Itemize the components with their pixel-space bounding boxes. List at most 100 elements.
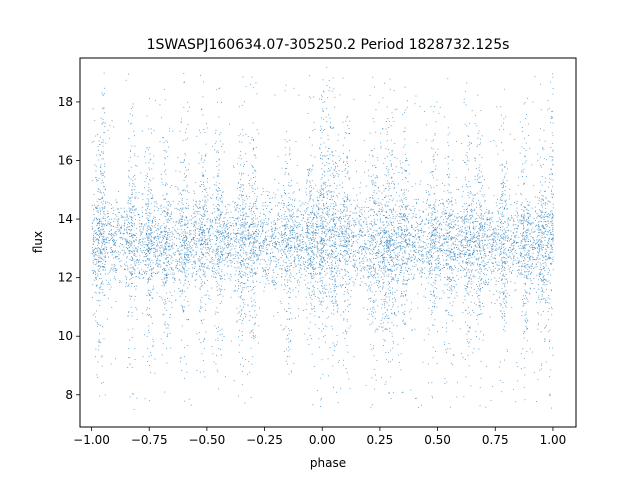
data-point	[251, 269, 252, 271]
data-point	[440, 203, 441, 205]
data-point	[108, 282, 109, 283]
data-point	[431, 239, 433, 241]
data-point	[348, 222, 350, 224]
data-point	[545, 265, 547, 267]
data-point	[186, 242, 187, 244]
data-point	[251, 268, 253, 270]
data-point	[141, 268, 143, 270]
data-point	[401, 234, 403, 236]
data-point	[389, 286, 391, 288]
data-point	[457, 254, 459, 256]
data-point	[473, 248, 475, 250]
data-point	[297, 225, 298, 226]
data-point	[539, 262, 541, 264]
data-point	[144, 241, 146, 243]
data-point	[435, 244, 437, 246]
data-point	[365, 198, 367, 200]
data-point	[420, 246, 421, 248]
data-point	[306, 234, 308, 236]
data-point	[363, 260, 365, 262]
data-point	[511, 251, 512, 252]
data-point	[287, 244, 289, 245]
data-point	[330, 288, 332, 290]
data-point	[159, 219, 161, 220]
data-point	[330, 262, 332, 263]
data-point	[285, 240, 286, 242]
data-point	[262, 267, 264, 269]
data-point	[165, 216, 167, 218]
data-point	[371, 239, 373, 241]
data-point	[328, 256, 330, 258]
data-point	[196, 238, 198, 239]
data-point	[491, 212, 493, 213]
data-point	[94, 219, 95, 221]
data-point	[366, 260, 368, 262]
data-point	[508, 217, 510, 219]
data-point	[370, 297, 372, 299]
data-point	[267, 195, 269, 196]
data-point	[482, 247, 484, 249]
data-point	[125, 286, 127, 288]
data-point	[430, 270, 432, 272]
data-point	[418, 236, 420, 238]
data-point	[323, 245, 325, 247]
data-point	[544, 232, 545, 234]
data-point	[275, 227, 277, 229]
data-point	[140, 233, 142, 235]
data-point	[153, 237, 155, 239]
data-point	[357, 249, 359, 251]
data-point	[373, 211, 375, 213]
data-point	[391, 279, 393, 280]
data-point	[513, 246, 515, 248]
data-point	[103, 250, 105, 252]
data-point	[383, 234, 385, 236]
data-point	[454, 237, 456, 239]
data-point	[518, 266, 520, 267]
data-point	[467, 242, 468, 243]
data-point	[380, 208, 382, 210]
data-point	[349, 228, 351, 230]
data-point	[314, 244, 316, 246]
data-point	[393, 243, 395, 245]
data-point	[253, 233, 254, 234]
data-point	[289, 198, 291, 200]
data-point	[154, 221, 156, 223]
data-point	[427, 251, 429, 253]
data-point	[139, 226, 141, 228]
data-point	[213, 273, 215, 275]
data-point	[520, 251, 521, 253]
data-point	[92, 273, 94, 274]
data-point	[525, 295, 526, 297]
data-point	[476, 232, 478, 233]
data-point	[313, 246, 315, 248]
data-point	[189, 250, 191, 252]
data-point	[262, 246, 264, 247]
data-point	[214, 217, 216, 219]
data-point	[404, 249, 406, 251]
data-point	[276, 248, 278, 250]
data-point	[286, 268, 288, 269]
data-point	[342, 228, 344, 230]
data-point	[273, 220, 275, 221]
data-point	[543, 268, 544, 269]
data-point	[271, 281, 273, 283]
data-point	[469, 225, 471, 227]
data-point	[211, 221, 213, 223]
data-point	[420, 267, 422, 269]
data-point	[439, 237, 441, 239]
data-point	[546, 251, 548, 252]
data-point	[439, 249, 440, 251]
data-point	[275, 205, 276, 207]
data-point	[102, 242, 104, 244]
data-point	[444, 250, 446, 252]
data-point	[100, 257, 102, 259]
data-point	[504, 252, 506, 254]
data-point	[407, 234, 408, 235]
data-point	[500, 254, 501, 255]
data-point	[358, 223, 360, 225]
data-point	[189, 230, 191, 232]
data-point	[104, 267, 106, 268]
data-point	[344, 227, 346, 229]
data-point	[179, 259, 181, 261]
data-point	[527, 229, 529, 231]
